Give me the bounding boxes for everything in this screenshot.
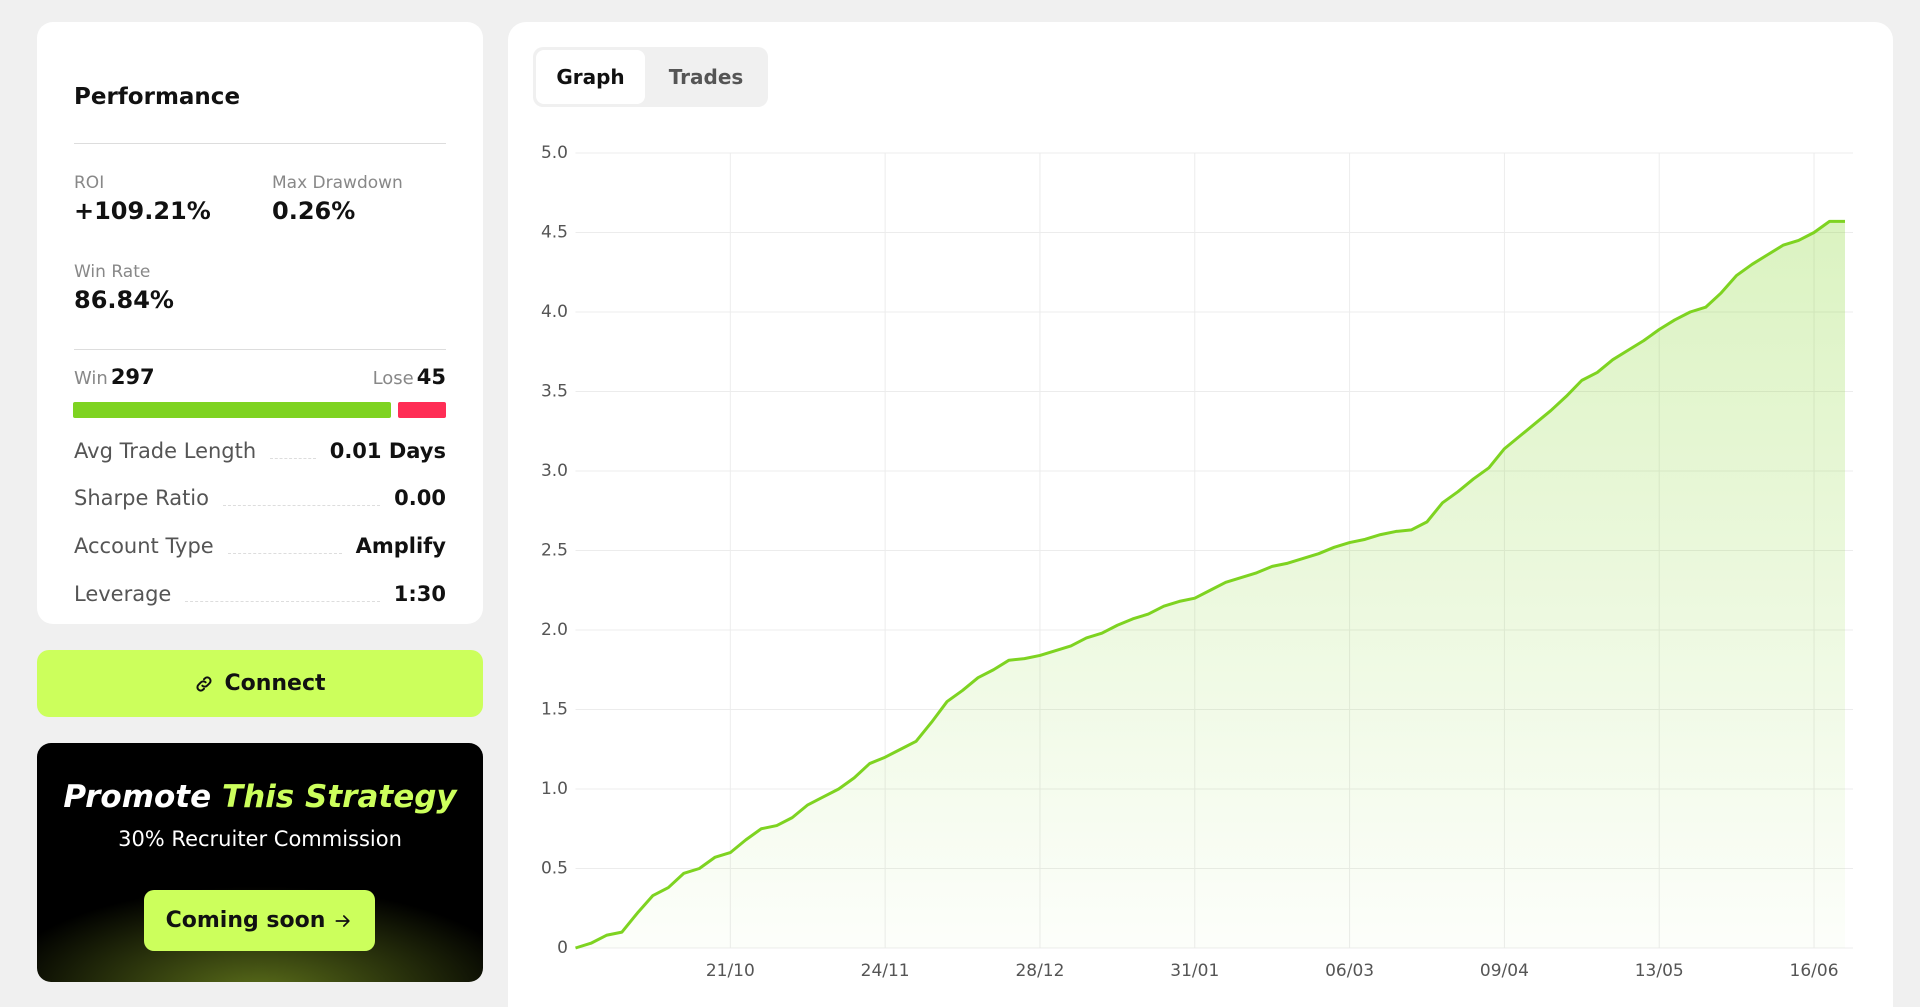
detail-label: Account Type [74,534,214,558]
detail-row: Sharpe Ratio 0.00 [74,483,446,513]
dashes [185,600,380,602]
x-tick-label: 21/10 [706,961,755,981]
dashes [227,552,342,554]
area-fill [575,221,1845,948]
chart-card: 0 0.5 1.0 1.5 2.0 2.5 3.0 3.5 4.0 4.5 5.0 21/10 24/1… [508,22,1893,1007]
detail-value: 1:30 [393,582,446,606]
arrow-icon [335,914,351,927]
connect-label: Connect [224,671,326,696]
y-tick-label: 1.0 [541,779,568,799]
detail-value: 0.00 [394,486,446,510]
detail-row: Leverage 1:30 [74,579,446,609]
performance-card: Performance ROI +109.21% Max Drawdown 0.… [37,22,483,624]
detail-label: Sharpe Ratio [74,486,209,510]
promo-subtitle: 30% Recruiter Commission [118,827,402,851]
x-tick-label: 09/04 [1480,961,1529,981]
detail-label: Leverage [74,582,172,606]
tab-active[interactable]: Graph [536,50,645,104]
tab[interactable]: Trades [668,65,744,89]
chart: 0 0.5 1.0 1.5 2.0 2.5 3.0 3.5 4.0 4.5 5.0 21/10 24/1… [541,143,1853,981]
x-tick-label: 31/01 [1170,961,1219,981]
detail-value: Amplify [355,534,446,558]
connect-button[interactable]: Connect [37,650,483,717]
x-tick-label: 16/06 [1790,961,1839,981]
lose-bar [397,402,446,418]
stat-label: ROI [74,173,105,193]
detail-value: 0.01 Days [329,439,446,463]
detail-row: Account Type Amplify [74,531,446,561]
detail-label: Avg Trade Length [74,439,257,463]
card-title: Performance [74,84,241,110]
y-tick-label: 4.5 [541,223,568,243]
divider [74,143,446,144]
promo-card: Promote This Strategy 30% Recruiter Comm… [37,743,483,982]
y-tick-label: 1.5 [541,700,568,720]
stat: Max Drawdown 0.26% [272,173,403,225]
stat-value: +109.21% [74,197,211,225]
y-tick-label: 0.5 [541,859,568,879]
link-icon [196,675,213,692]
x-tick-label: 06/03 [1325,961,1374,981]
stat: Win Rate 86.84% [74,262,174,314]
dashes [222,504,381,506]
stat-label: Max Drawdown [272,173,403,193]
stat-value: 86.84% [74,286,174,314]
detail-row: Avg Trade Length 0.01 Days [74,436,446,466]
dashes [270,457,316,459]
y-tick-label: 3.0 [541,461,568,481]
x-tick-label: 28/12 [1015,961,1064,981]
lose-label: Lose 45 [373,365,446,389]
tab-bar: Graph Trades [533,47,768,107]
button-label: Coming soon [165,908,326,933]
y-tick-label: 4.0 [541,302,568,322]
x-tick-label: 13/05 [1635,961,1684,981]
stat-label: Win Rate [74,262,151,282]
win-bar [73,402,391,418]
y-tick-label: 3.5 [541,382,568,402]
x-tick-label: 24/11 [861,961,910,981]
coming-soon-button[interactable]: Coming soon [144,890,375,951]
stat-value: 0.26% [272,197,356,225]
win-text: Win [74,368,108,389]
line [575,219,1845,950]
y-tick-label: 2.0 [541,620,568,640]
win-label: Win 297 [74,365,155,389]
promo-title: Promote This Strategy [37,779,483,815]
stat: ROI +109.21% [74,173,211,225]
promo-title-text: Promote [63,779,212,815]
divider [74,349,446,350]
win-count: 297 [110,365,155,389]
promo-highlight: This Strategy [221,779,457,815]
lose-count: 45 [416,365,446,389]
y-tick-label: 0 [557,938,568,958]
y-tick-label: 2.5 [541,541,568,561]
y-tick-label: 5.0 [541,143,568,163]
lose-text: Lose [372,368,414,389]
